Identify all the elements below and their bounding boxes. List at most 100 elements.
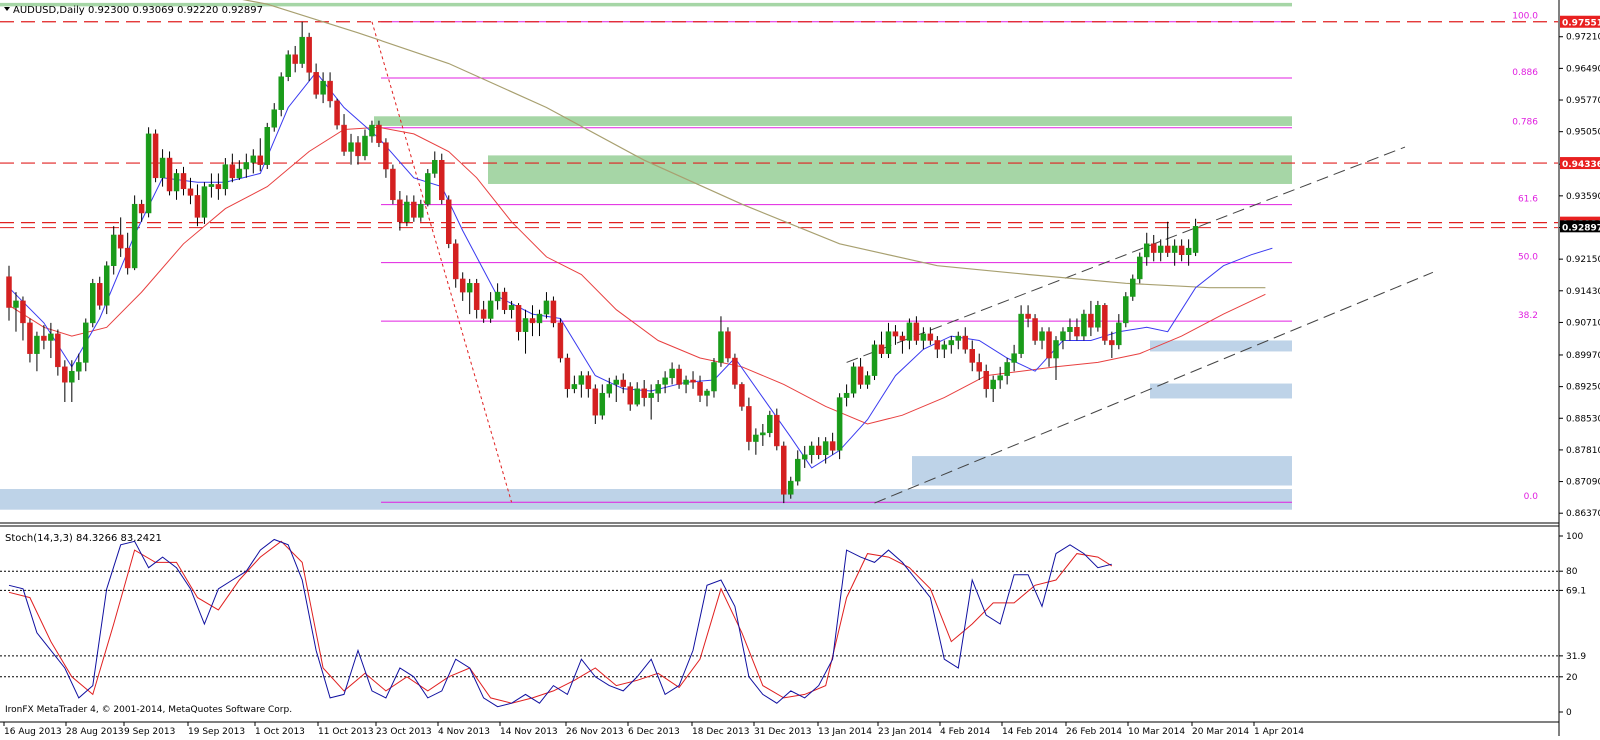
candle-bull <box>1123 296 1129 324</box>
fib-level-label: 0.886 <box>1512 68 1538 78</box>
candle-bull <box>222 164 229 190</box>
zones-layer <box>0 2 1292 510</box>
candle-bull <box>850 366 857 394</box>
candle-bear <box>334 100 340 126</box>
price-tick-label: 0.87810 <box>1566 446 1600 456</box>
stoch-tick-label: 69.1 <box>1566 586 1586 596</box>
candle-bear <box>1109 340 1115 346</box>
time-tick-label: 19 Sep 2013 <box>188 727 245 736</box>
candle-bull <box>173 173 180 192</box>
candle-bull <box>760 432 766 436</box>
price-tag-label: 0.92897 <box>1562 223 1600 233</box>
candle-bear <box>459 278 466 293</box>
candle-bull <box>1171 245 1178 253</box>
channel-lower-line <box>874 271 1434 504</box>
candle-bull <box>718 331 724 363</box>
candle-bull <box>1116 322 1122 346</box>
candle-bear <box>529 318 536 324</box>
candle-bear <box>397 199 403 223</box>
candle-bear <box>194 195 201 218</box>
candle-bull <box>753 434 759 442</box>
candle-bear <box>592 388 599 416</box>
candle-bear <box>96 283 103 306</box>
candle-bull <box>299 36 305 64</box>
candle-bull <box>466 283 473 293</box>
candle-bull <box>320 80 326 95</box>
candle-bear <box>1074 327 1080 337</box>
candle-bull <box>578 375 585 385</box>
candle-bull <box>997 375 1003 381</box>
copyright-text: IronFX MetaTrader 4, © 2001-2014, MetaQu… <box>5 705 292 715</box>
candle-bull <box>613 379 620 385</box>
candle-bear <box>138 203 145 214</box>
candle-bull <box>369 124 375 137</box>
candle-bull <box>655 384 661 394</box>
candle-bull <box>1137 256 1143 280</box>
candle-bull <box>704 390 710 396</box>
time-tick-label: 26 Feb 2014 <box>1066 727 1122 736</box>
time-tick-label: 6 Dec 2013 <box>628 727 680 736</box>
candle-bull <box>864 375 871 385</box>
fib-level-label: 50.0 <box>1518 253 1538 263</box>
candle-bull <box>236 168 243 179</box>
candle-bull <box>278 76 284 110</box>
candle-bear <box>27 322 33 354</box>
candle-bull <box>1018 313 1024 354</box>
candle-bear <box>983 370 989 390</box>
candle-bull <box>1081 313 1087 337</box>
candle-bull <box>348 142 354 152</box>
candle-bull <box>1095 305 1101 328</box>
candle-bull <box>201 186 208 218</box>
candle-bull <box>788 480 794 495</box>
time-tick-label: 26 Nov 2013 <box>566 727 624 736</box>
candle-bull <box>808 445 815 455</box>
price-tag <box>1560 220 1600 233</box>
candle-bull <box>69 370 75 383</box>
candle-bear <box>620 379 626 387</box>
zone-blue <box>1150 340 1292 352</box>
channel-upper-line <box>846 146 1406 363</box>
candle-bull <box>801 454 808 460</box>
stoch-tick-label: 0 <box>1566 708 1572 718</box>
zone-green <box>374 116 1292 126</box>
candle-bull <box>634 388 640 405</box>
candle-bear <box>857 366 864 385</box>
header-bar: AUDUSD,Daily 0.92300 0.93069 0.92220 0.9… <box>4 5 263 16</box>
stochastic-label: Stoch(14,3,3) 84.3266 83.2421 <box>5 533 162 544</box>
candle-bear <box>41 335 47 341</box>
candle-bull <box>1053 340 1059 359</box>
candle-bull <box>599 392 606 416</box>
dropdown-triangle-icon[interactable] <box>4 7 10 11</box>
time-tick-label: 14 Nov 2013 <box>500 727 558 736</box>
candle-bull <box>906 322 913 341</box>
candle-bull <box>243 162 250 170</box>
candle-bear <box>878 344 885 354</box>
candle-bull <box>250 155 257 163</box>
candle-bull <box>90 283 96 324</box>
candle-bull <box>83 322 89 363</box>
candle-bull <box>836 397 843 451</box>
time-tick-label: 10 Mar 2014 <box>1128 727 1185 736</box>
fib-level-label: 100.0 <box>1512 12 1538 22</box>
candle-bear <box>383 142 389 170</box>
candle-bull <box>536 313 543 324</box>
candle-bear <box>313 72 319 95</box>
candle-bull <box>487 300 494 319</box>
candle-bull <box>1060 331 1066 341</box>
candle-bear <box>746 406 752 442</box>
candle-bull <box>103 265 110 306</box>
candle-bull <box>711 362 717 392</box>
fib-level-label: 61.6 <box>1518 195 1538 205</box>
time-tick-label: 9 Sep 2013 <box>124 727 175 736</box>
candle-bear <box>515 305 522 332</box>
candle-bear <box>927 333 934 341</box>
time-tick-label: 4 Feb 2014 <box>940 727 991 736</box>
candle-bear <box>550 300 557 324</box>
candle-bear <box>257 155 264 165</box>
price-tick-label: 0.96490 <box>1566 64 1600 74</box>
candle-bull <box>208 184 215 187</box>
